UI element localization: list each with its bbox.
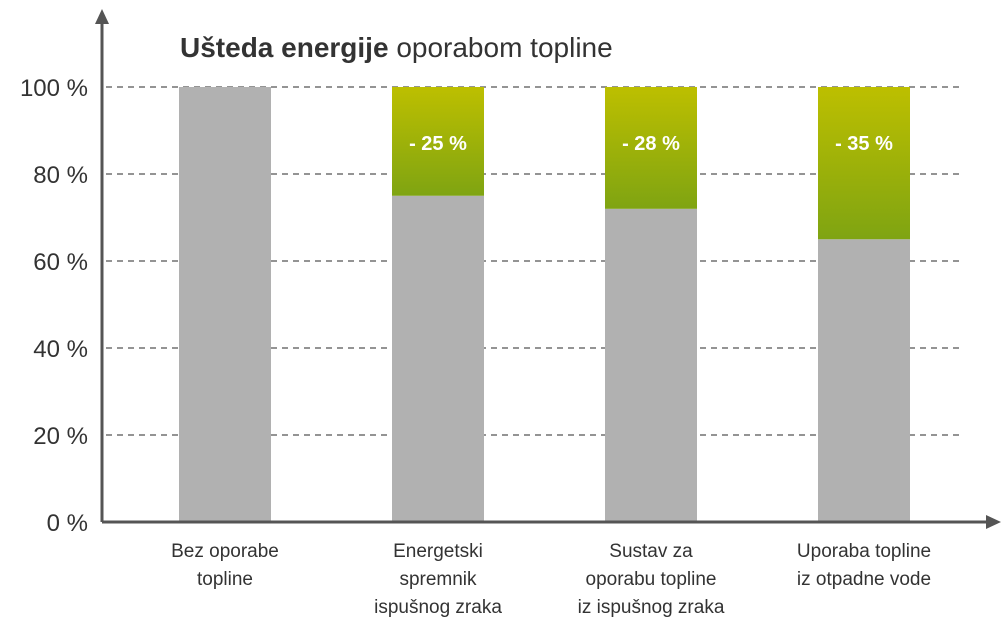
bar-segment bbox=[392, 195, 484, 522]
bar-segment bbox=[605, 208, 697, 523]
x-axis-arrow bbox=[986, 515, 1001, 529]
x-tick-label: Bez oporabe topline bbox=[171, 541, 279, 590]
x-tick-line: Sustav za bbox=[609, 541, 693, 562]
value-label: - 25 % bbox=[409, 133, 467, 155]
bar-segment bbox=[179, 87, 271, 522]
x-tick-label: Energetski spremnik ispušnog zraka bbox=[374, 541, 502, 618]
y-axis-arrow bbox=[95, 9, 109, 24]
y-tick-label: 20 % bbox=[33, 423, 88, 450]
x-tick-line: spremnik bbox=[399, 569, 477, 590]
bar-segment bbox=[392, 87, 484, 196]
bar-segment bbox=[818, 87, 910, 240]
value-label: - 28 % bbox=[622, 133, 680, 155]
y-tick-label: 60 % bbox=[33, 249, 88, 276]
y-tick-label: 40 % bbox=[33, 336, 88, 363]
title-rest: oporabom topline bbox=[396, 32, 612, 63]
x-tick-line: oporabu topline bbox=[586, 569, 717, 590]
x-tick-line: topline bbox=[197, 569, 253, 590]
title-bold: Ušteda energije bbox=[180, 32, 389, 63]
x-tick-line: iz ispušnog zraka bbox=[578, 597, 725, 618]
x-tick-line: Energetski bbox=[393, 541, 483, 562]
x-tick-line: Bez oporabe bbox=[171, 541, 279, 562]
x-tick-line: ispušnog zraka bbox=[374, 597, 502, 618]
chart-title: Ušteda energije oporabom topline bbox=[180, 32, 613, 63]
y-tick-label: 0 % bbox=[47, 510, 88, 537]
value-label: - 35 % bbox=[835, 133, 893, 155]
bar-segment bbox=[605, 87, 697, 209]
x-tick-line: iz otpadne vode bbox=[797, 569, 931, 590]
x-tick-line: Uporaba topline bbox=[797, 541, 931, 562]
x-tick-label: Uporaba topline iz otpadne vode bbox=[797, 541, 931, 590]
bar-segment bbox=[818, 239, 910, 522]
y-tick-label: 80 % bbox=[33, 162, 88, 189]
y-tick-label: 100 % bbox=[20, 75, 88, 102]
x-tick-label: Sustav za oporabu topline iz ispušnog zrak… bbox=[578, 541, 725, 618]
